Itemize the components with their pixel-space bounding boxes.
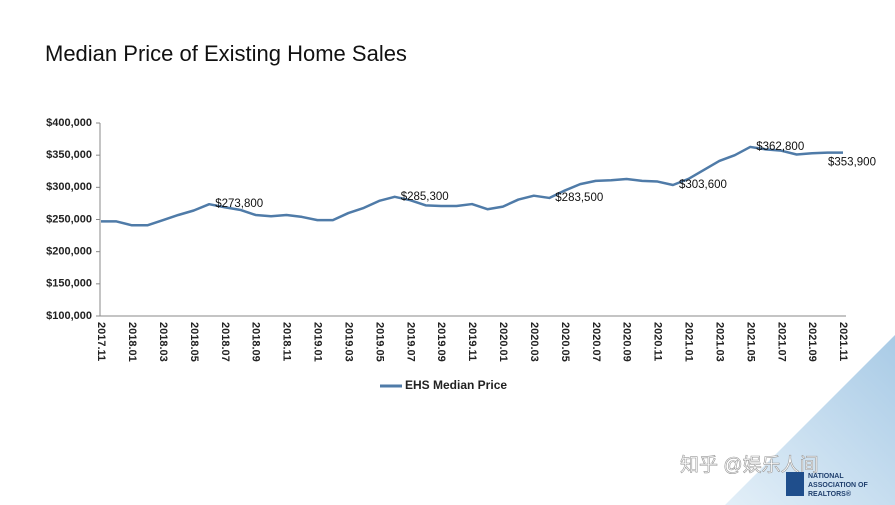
logo-text: NATIONAL (808, 473, 844, 480)
y-tick-label: $150,000 (46, 278, 92, 290)
logo-mark (786, 472, 804, 496)
logo-text: REALTORS® (808, 490, 852, 498)
x-tick-label: 2018.01 (126, 322, 138, 362)
x-tick-label: 2018.05 (188, 322, 200, 362)
data-label: $362,800 (756, 141, 804, 153)
x-tick-label: 2020.05 (559, 322, 571, 362)
x-tick-label: 2020.09 (621, 322, 633, 362)
watermark: 知乎 @娱乐人间 (680, 454, 819, 476)
logo-text: ASSOCIATION OF (808, 482, 868, 489)
x-tick-label: 2021.09 (806, 322, 818, 362)
x-tick-label: 2018.03 (157, 322, 169, 362)
y-tick-label: $200,000 (46, 246, 92, 258)
x-tick-label: 2019.03 (342, 322, 354, 362)
x-tick-label: 2021.11 (837, 322, 849, 361)
x-tick-label: 2018.09 (250, 322, 262, 362)
data-label: $285,300 (401, 191, 449, 203)
chart-title: Median Price of Existing Home Sales (45, 41, 407, 66)
x-tick-label: 2021.07 (775, 322, 787, 362)
x-tick-label: 2017.11 (95, 322, 107, 361)
x-tick-label: 2018.11 (281, 322, 293, 361)
x-tick-label: 2019.01 (312, 322, 324, 362)
y-tick-label: $400,000 (46, 117, 92, 129)
x-tick-label: 2018.07 (219, 322, 231, 362)
legend-label: EHS Median Price (405, 378, 507, 392)
x-tick-label: 2020.01 (497, 322, 509, 362)
data-label: $273,800 (215, 198, 263, 210)
corner-decoration (725, 335, 895, 505)
x-tick-label: 2021.01 (683, 322, 695, 362)
x-tick-label: 2021.05 (744, 322, 756, 362)
line (101, 145, 843, 227)
x-tick-label: 2019.07 (404, 322, 416, 362)
y-tick-label: $250,000 (46, 213, 92, 225)
x-tick-label: 2019.09 (435, 322, 447, 362)
data-label: $283,500 (555, 192, 603, 204)
x-tick-label: 2020.11 (652, 322, 664, 361)
x-tick-label: 2019.11 (466, 322, 478, 361)
x-tick-label: 2021.03 (713, 322, 725, 362)
y-tick-label: $100,000 (46, 310, 92, 322)
x-tick-label: 2019.05 (373, 322, 385, 362)
x-tick-label: 2020.07 (590, 322, 602, 362)
y-tick-label: $300,000 (46, 181, 92, 193)
x-tick-label: 2020.03 (528, 322, 540, 362)
y-tick-label: $350,000 (46, 149, 92, 161)
data-label: $353,900 (828, 157, 876, 169)
data-label: $303,600 (679, 179, 727, 191)
